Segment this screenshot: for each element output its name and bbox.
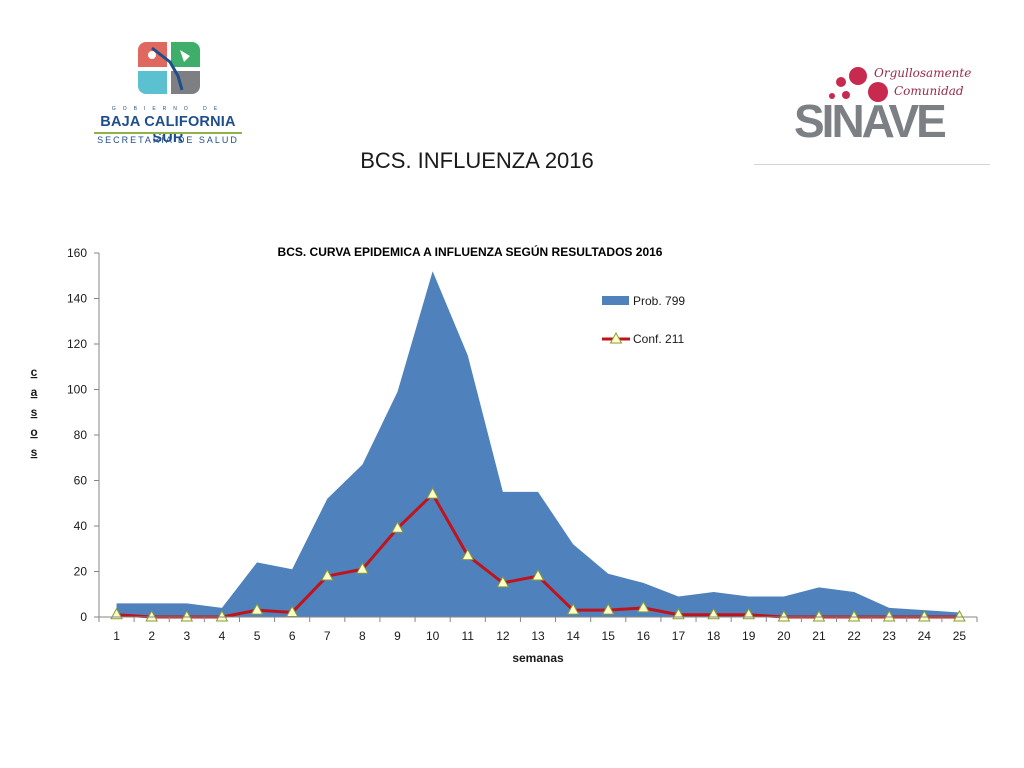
conf-point	[531, 569, 545, 581]
x-tick-label: 22	[847, 629, 861, 643]
conf-point	[391, 521, 404, 533]
state-name: BAJA CALIFORNIA SUR	[100, 114, 236, 146]
conf-point	[882, 609, 896, 622]
x-tick-label: 20	[777, 629, 791, 643]
conf-point	[426, 487, 439, 499]
x-tick-label: 9	[394, 629, 401, 643]
x-tick-label: 19	[742, 629, 756, 643]
conf-point	[215, 609, 229, 622]
x-tick-label: 25	[953, 629, 967, 643]
chart-title: BCS. CURVA EPIDEMICA A INFLUENZA SEGÚN R…	[278, 244, 663, 259]
y-tick-label: 120	[67, 337, 87, 351]
conf-point	[637, 600, 650, 613]
conf-point	[320, 569, 334, 581]
conf-point	[285, 605, 299, 617]
x-tick-label: 17	[672, 629, 686, 643]
y-tick-label: 80	[74, 428, 88, 442]
y-tick-label: 60	[74, 474, 88, 488]
x-tick-label: 11	[462, 629, 475, 643]
conf-point	[953, 609, 966, 622]
conf-point	[847, 609, 861, 622]
page-title: BCS. INFLUENZA 2016	[360, 148, 594, 173]
conf-point	[812, 609, 826, 622]
sinave-wordmark: SINAVE	[794, 95, 947, 147]
x-tick-label: 4	[219, 629, 226, 643]
baja-california-sur-logo: GOBIERNO DE BAJA CALIFORNIA SUR SECRETAR…	[88, 42, 248, 148]
legend: Prob. 799 Conf. 211	[602, 294, 685, 346]
x-tick-label: 18	[707, 629, 721, 643]
y-tick-label: 20	[74, 565, 88, 579]
legend-marker-conf	[609, 331, 623, 344]
prob-area-layer	[116, 271, 960, 617]
conf-point	[356, 562, 369, 574]
x-tick-label: 5	[254, 629, 261, 643]
conf-point	[180, 609, 194, 622]
y-tick-label: 0	[80, 610, 87, 624]
conf-point	[145, 609, 159, 622]
x-tick-label: 2	[148, 629, 155, 643]
conf-point	[742, 607, 756, 620]
legend-label-prob: Prob. 799	[633, 294, 685, 308]
dots-icon	[829, 67, 888, 102]
x-tick-label: 23	[883, 629, 897, 643]
legend-swatch-prob	[602, 296, 629, 305]
x-tick-label: 10	[426, 629, 440, 643]
conf-point	[250, 603, 264, 615]
conf-point	[496, 575, 510, 588]
tagline-2: Comunidad	[894, 84, 964, 98]
x-tick-label: 13	[531, 629, 545, 643]
y-tick-label: 160	[67, 246, 87, 260]
state-emblem-icon	[138, 42, 200, 94]
conf-point	[672, 607, 685, 620]
x-tick-label: 16	[637, 629, 651, 643]
conf-point	[461, 548, 475, 561]
header-divider	[754, 164, 990, 165]
x-tick-label: 14	[566, 629, 580, 643]
x-tick-label: 6	[289, 629, 296, 643]
x-tick-label: 7	[324, 629, 331, 643]
x-tick-label: 24	[918, 629, 932, 643]
y-tick-label: 100	[67, 383, 87, 397]
y-tick-label: 40	[74, 519, 88, 533]
prob-area	[116, 271, 960, 617]
x-tick-label: 15	[602, 629, 616, 643]
y-tick-label: 140	[67, 292, 87, 306]
legend-label-conf: Conf. 211	[633, 332, 684, 346]
conf-point	[917, 609, 931, 622]
department-name: SECRETARÍA DE SALUD	[97, 135, 239, 145]
x-tick-label: 8	[359, 629, 366, 643]
logo-rule	[94, 132, 242, 134]
conf-point	[777, 609, 791, 622]
conf-point	[110, 607, 123, 620]
x-tick-label: 12	[496, 629, 510, 643]
conf-point	[601, 603, 615, 615]
conf-point	[707, 607, 720, 620]
govt-line: GOBIERNO DE	[111, 106, 225, 112]
x-tick-label: 3	[183, 629, 190, 643]
x-tick-label: 1	[113, 629, 120, 643]
x-tick-label: 21	[812, 629, 826, 643]
x-axis-title: semanas	[512, 651, 564, 665]
tagline-1: Orgullosamente	[874, 66, 972, 80]
sinave-logo: Orgullosamente Comunidad SINAVE	[754, 62, 990, 165]
conf-point	[566, 603, 580, 615]
